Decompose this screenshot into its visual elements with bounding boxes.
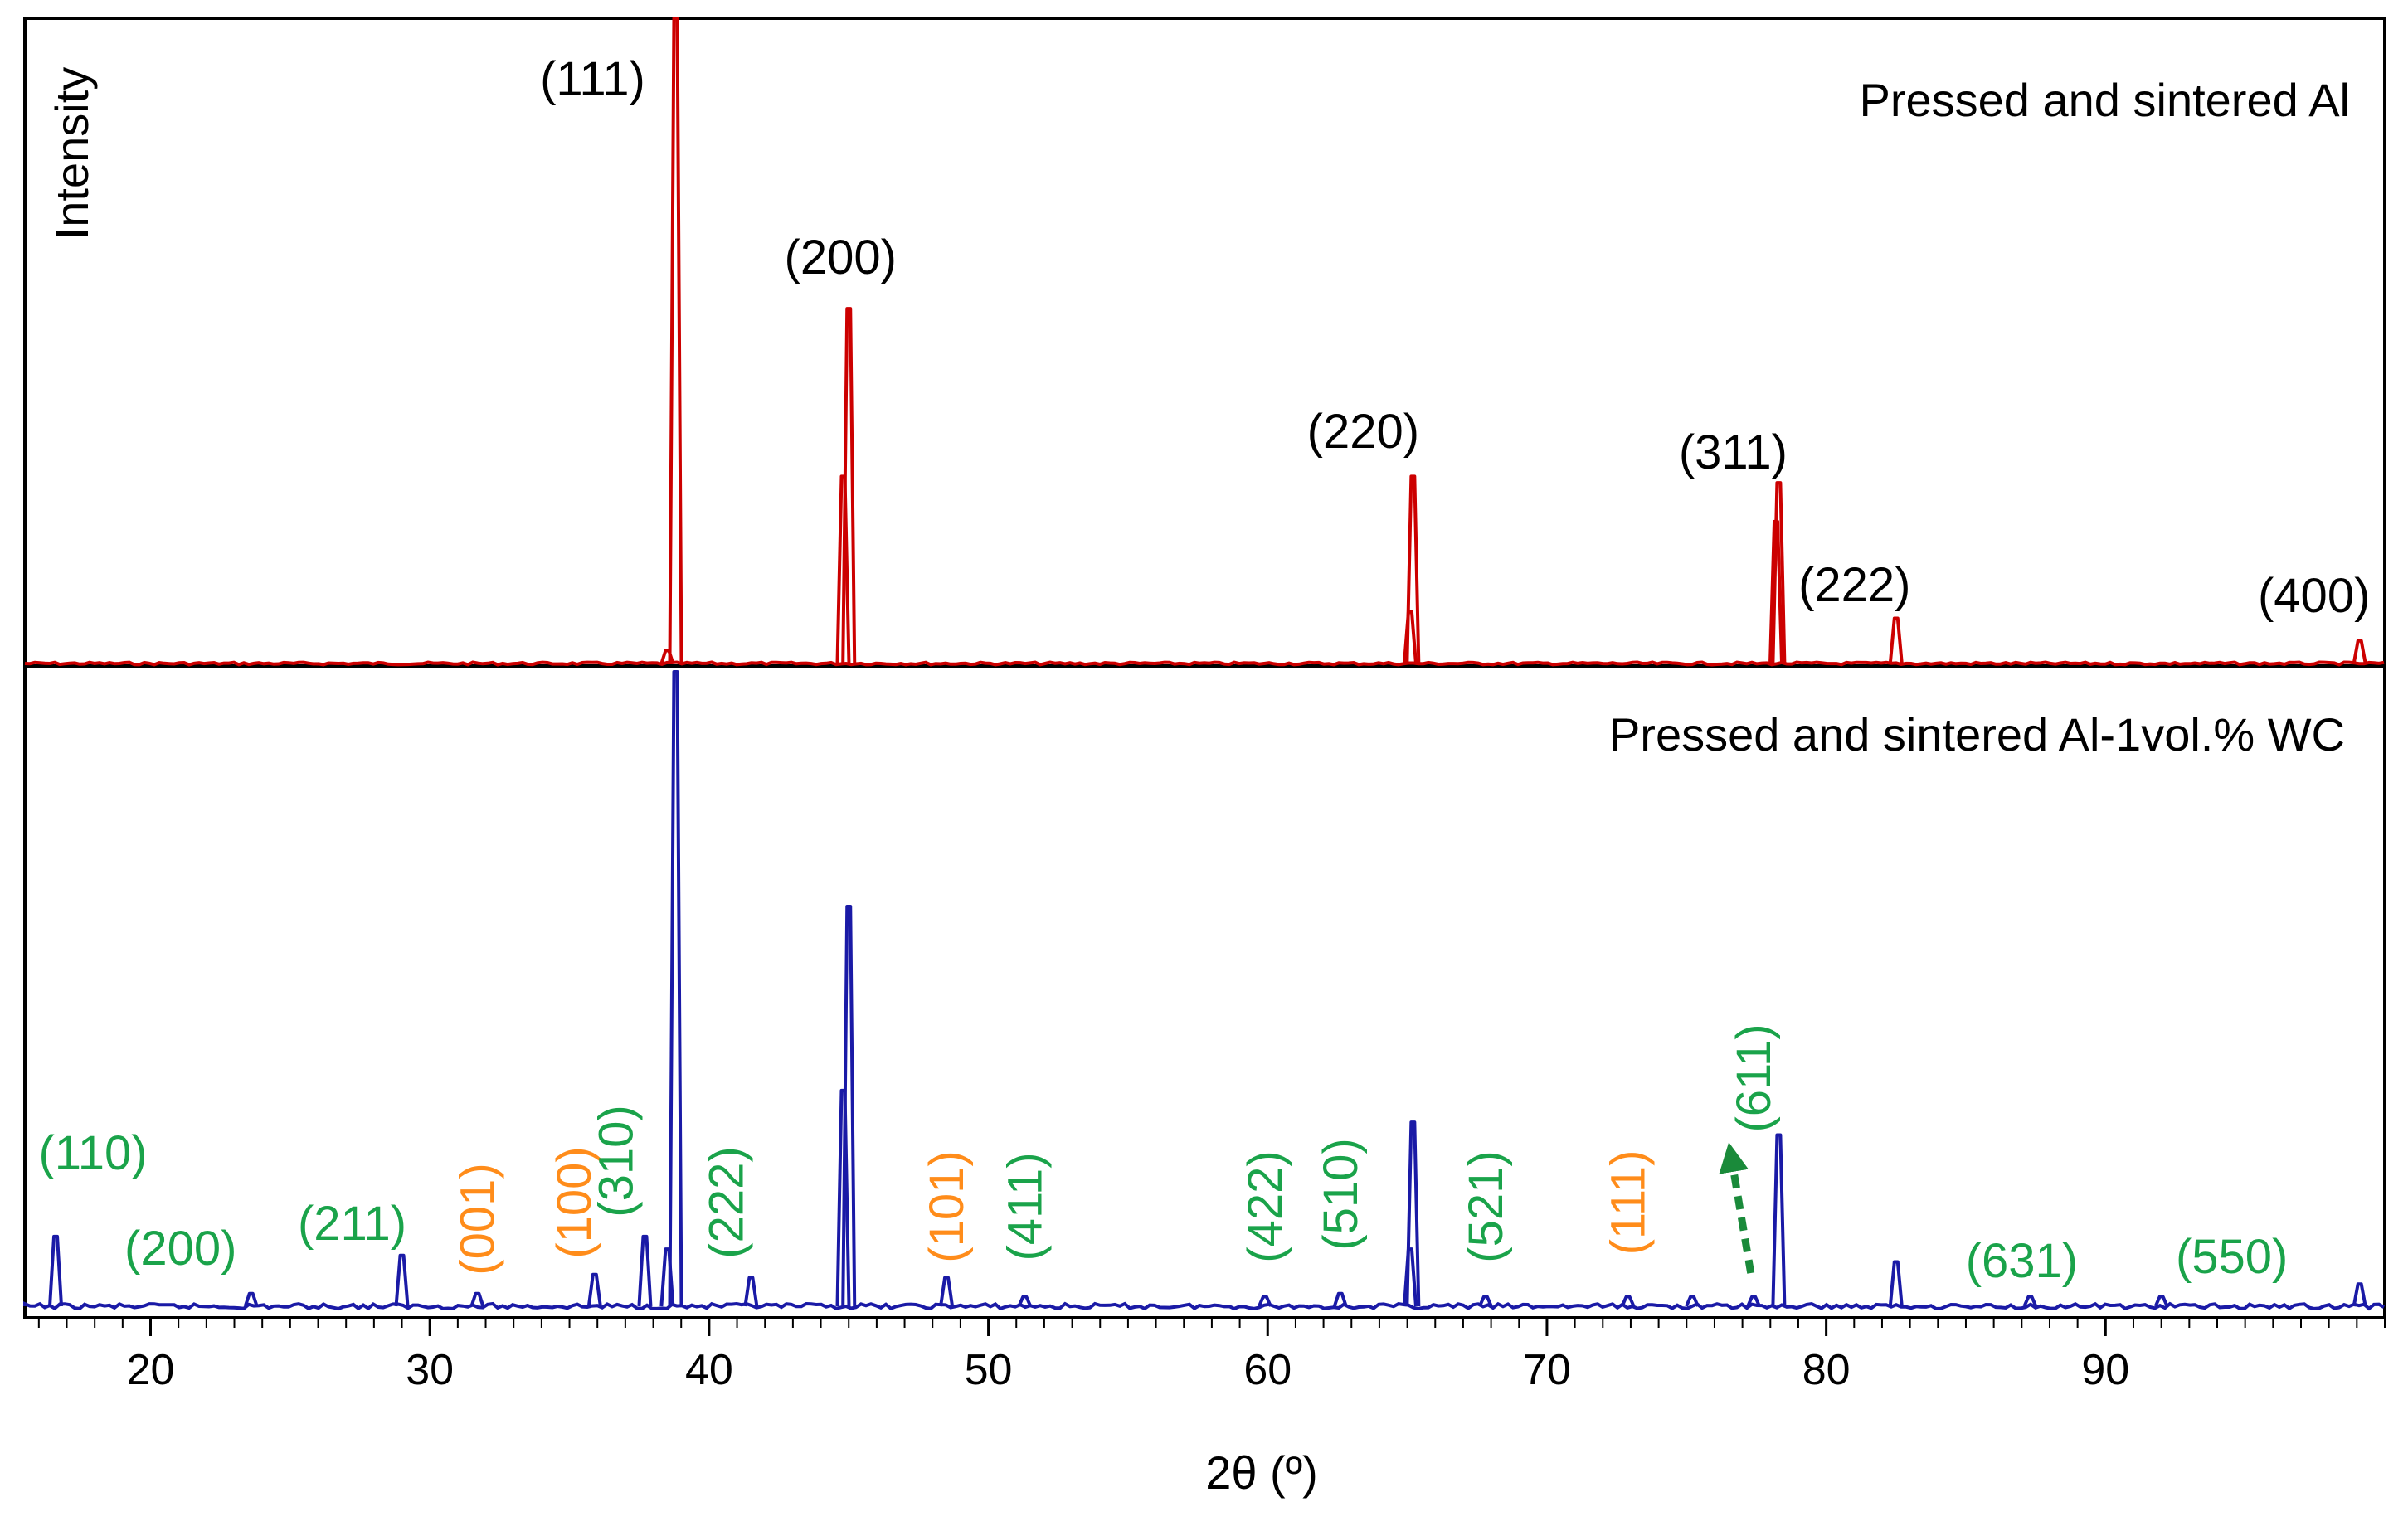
y-axis-label: Intensity xyxy=(46,67,98,241)
panel-label-al: Pressed and sintered Al xyxy=(1860,74,2350,126)
x-tick-label-90: 90 xyxy=(2081,1346,2129,1394)
peak-panel-2-17 xyxy=(1478,1295,1493,1307)
peak-panel-1-2 xyxy=(835,474,851,664)
baseline-panel-1 xyxy=(24,660,2385,667)
peak-label-panel-2-310: (310) xyxy=(589,1105,643,1217)
x-tick-label-30: 30 xyxy=(406,1346,454,1394)
baseline-panel-2 xyxy=(23,1301,2385,1311)
peak-panel-2-0 xyxy=(48,1234,64,1307)
peak-label-panel-2-611: (611) xyxy=(1727,1023,1781,1132)
peak-label-panel-2-521: (521) xyxy=(1459,1150,1513,1262)
peak-panel-1-7 xyxy=(1771,481,1787,664)
peak-label-panel-1-311: (311) xyxy=(1679,425,1788,479)
peak-panel-2-21 xyxy=(1771,1133,1787,1307)
peak-panel-2-9 xyxy=(835,1088,851,1307)
peak-panel-2-19 xyxy=(1685,1295,1700,1307)
peak-panel-2-3 xyxy=(469,1291,485,1307)
x-tick-label-20: 20 xyxy=(127,1346,175,1394)
peak-panel-1-1 xyxy=(668,17,683,664)
peak-label-panel-1-220: (220) xyxy=(1307,405,1419,459)
peak-panel-2-24 xyxy=(2153,1295,2169,1307)
peak-panel-2-18 xyxy=(1620,1295,1636,1307)
peak-label-panel-2-631: (631) xyxy=(1966,1234,2078,1288)
peak-label-panel-2-211: (211) xyxy=(298,1197,406,1251)
peak-panel-2-1 xyxy=(243,1291,259,1307)
peak-label-panel-2-100: (100) xyxy=(547,1146,601,1258)
peak-label-panel-1-400: (400) xyxy=(2258,569,2370,623)
peak-panel-2-5 xyxy=(637,1234,653,1307)
x-tick-labels: 20 30 40 50 60 70 80 90 xyxy=(127,1346,2130,1394)
peak-label-panel-2-422: (422) xyxy=(1238,1150,1292,1262)
peak-label-panel-2-222: (222) xyxy=(699,1146,753,1258)
peak-label-panel-2-550: (550) xyxy=(2176,1230,2288,1284)
peak-panel-2-20 xyxy=(1746,1295,1761,1307)
x-tick-label-80: 80 xyxy=(1802,1346,1851,1394)
peak-label-panel-2-200: (200) xyxy=(124,1222,236,1276)
peak-panel-2-2 xyxy=(394,1253,410,1307)
peak-panel-2-12 xyxy=(1017,1295,1033,1307)
peak-panel-2-13 xyxy=(1258,1295,1272,1307)
peak-panel-2-4 xyxy=(586,1272,602,1307)
x-tick-label-60: 60 xyxy=(1243,1346,1292,1394)
peak-label-panel-1-200: (200) xyxy=(785,231,897,284)
peak-annotations: (111) (200) (220) (311) (222) (400) (110) (200)… xyxy=(38,52,2370,1288)
x-tick-label-70: 70 xyxy=(1523,1346,1571,1394)
x-tick-label-40: 40 xyxy=(685,1346,733,1394)
peaks xyxy=(48,17,2367,1307)
peak-label-panel-2-110: (110) xyxy=(38,1126,147,1180)
peak-label-panel-2-510: (510) xyxy=(1314,1138,1368,1250)
peak-label-panel-2-001: (001) xyxy=(450,1163,504,1275)
x-axis-label: 2θ (º) xyxy=(1205,1446,1318,1499)
peak-panel-1-8 xyxy=(1888,616,1904,664)
peak-panel-2-10 xyxy=(841,905,857,1307)
annotation-arrow-611 xyxy=(1719,1142,1755,1274)
peak-panel-2-14 xyxy=(1332,1291,1348,1307)
plot-frame xyxy=(23,17,2386,1319)
peak-panel-2-11 xyxy=(939,1276,955,1307)
peak-label-panel-1-222: (222) xyxy=(1798,558,1910,612)
peak-panel-2-25 xyxy=(2352,1282,2367,1307)
minor-ticks xyxy=(37,1318,2386,1328)
peak-panel-2-8 xyxy=(743,1276,759,1307)
baselines xyxy=(23,660,2385,1311)
peak-label-panel-2-101: (101) xyxy=(920,1150,974,1262)
peak-panel-2-16 xyxy=(1405,1120,1421,1307)
peak-panel-1-9 xyxy=(2352,639,2367,664)
major-ticks xyxy=(149,1318,2107,1336)
peak-panel-2-7 xyxy=(668,670,683,1307)
peak-panel-2-23 xyxy=(2022,1295,2038,1307)
panel-label-al-wc: Pressed and sintered Al-1vol.% WC xyxy=(1609,708,2345,761)
peak-label-panel-2-111: (111) xyxy=(1602,1150,1656,1256)
peak-panel-1-5 xyxy=(1405,474,1421,664)
peak-label-panel-1-111: (111) xyxy=(540,52,645,106)
peak-panel-2-22 xyxy=(1888,1260,1904,1307)
x-tick-label-50: 50 xyxy=(965,1346,1013,1394)
peak-panel-1-3 xyxy=(841,307,857,664)
arrow-layer xyxy=(1719,1142,1755,1274)
peak-label-panel-2-411: (411) xyxy=(998,1152,1052,1261)
